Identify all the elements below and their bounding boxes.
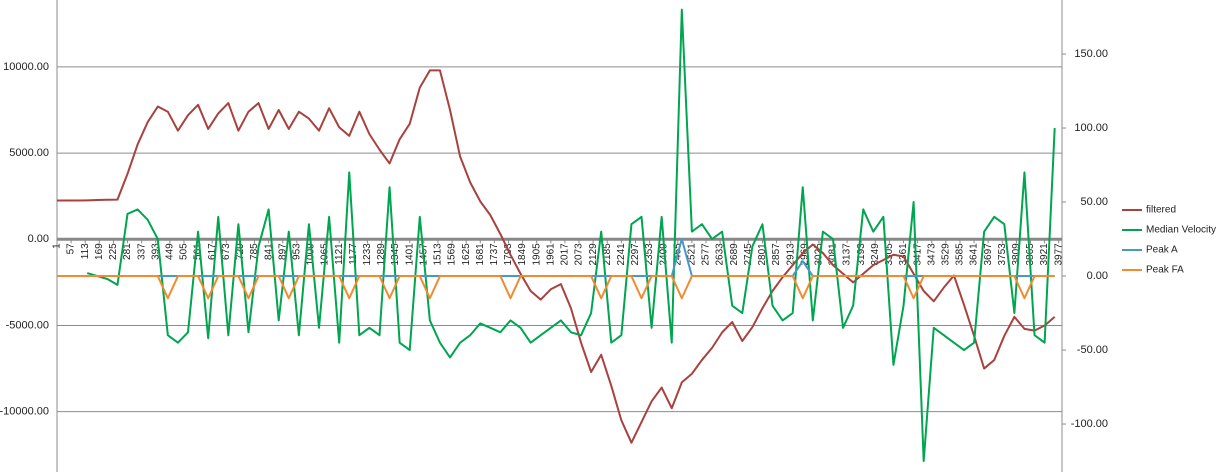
x-tick-label: 3529 [940,243,951,266]
x-tick-label: 3361 [898,243,909,266]
y-tick-label: 0.00 [28,233,49,245]
x-tick-label: 2801 [757,243,768,266]
x-tick-label: 1737 [489,243,500,266]
x-tick-label: 1961 [545,243,556,266]
x-tick-label: 3809 [1011,243,1022,266]
x-tick-label: 113 [80,243,91,259]
x-tick-label: 2857 [771,243,782,266]
x-tick-label: 3193 [856,243,867,266]
x-tick-label: 2073 [574,243,585,266]
y2-tick-label: 150.00 [1074,48,1108,60]
x-tick-label: 617 [207,243,218,260]
x-tick-label: 505 [179,243,190,260]
x-tick-label: 3249 [870,243,881,266]
x-tick-label: 3753 [997,243,1008,266]
x-tick-label: 561 [193,243,204,260]
x-tick-label: 3081 [828,243,839,266]
x-tick-label: 2913 [785,243,796,266]
x-tick-label: 1401 [404,243,415,266]
x-tick-label: 2297 [630,243,641,266]
y-tick-label: -10000.00 [0,406,49,418]
legend-label: Peak A [1146,245,1178,256]
legend-label: filtered [1146,205,1176,216]
legend-label: Median Velocity [1146,225,1216,236]
series-line [86,8,1056,463]
y2-tick-label: 0.00 [1087,270,1108,282]
x-tick-label: 2745 [743,243,754,266]
x-tick-label: 785 [249,243,260,260]
x-tick-label: 2689 [729,243,740,266]
x-tick-label: 2633 [715,243,726,266]
y2-tick-label: 100.00 [1074,122,1108,134]
x-tick-label: 3473 [926,243,937,266]
x-tick-label: 3417 [912,243,923,266]
x-tick-label: 897 [277,243,288,260]
x-tick-label: 2241 [616,243,627,266]
y-tick-label: 5000.00 [9,147,49,159]
x-tick-label: 2185 [602,243,613,266]
x-tick-label: 3697 [983,243,994,266]
x-tick-label: 953 [291,243,302,260]
x-tick-label: 169 [94,243,105,260]
x-tick-label: 1849 [517,243,528,266]
x-tick-label: 3921 [1039,243,1050,266]
x-tick-label: 3137 [842,243,853,266]
x-tick-label: 673 [221,243,232,260]
y2-tick-label: -50.00 [1077,344,1108,356]
x-tick-label: 281 [122,243,133,260]
series-line [57,275,1055,300]
x-tick-label: 1121 [334,243,345,265]
series-line [57,69,1056,444]
y-tick-label: -5000.00 [6,319,49,331]
x-tick-label: 2017 [560,243,571,266]
x-tick-label: 2521 [687,243,698,266]
x-tick-label: 1513 [433,243,444,266]
y2-tick-label: 50.00 [1080,196,1108,208]
x-tick-label: 1681 [475,243,486,266]
legend-label: Peak FA [1146,265,1184,276]
x-tick-label: 3305 [884,243,895,266]
x-tick-label: 225 [108,243,119,260]
x-tick-label: 2577 [701,243,712,266]
x-tick-label: 3977 [1053,243,1064,266]
y2-tick-label: -100.00 [1071,418,1108,430]
x-tick-label: 57 [66,243,77,255]
x-tick-label: 2353 [644,243,655,266]
x-tick-label: 3025 [814,243,825,266]
x-tick-label: 841 [263,243,274,260]
x-tick-label: 449 [165,243,176,260]
x-tick-label: 393 [150,243,161,260]
x-tick-label: 1233 [362,243,373,266]
y-tick-label: 10000.00 [3,61,49,73]
x-tick-label: 1345 [390,243,401,266]
x-tick-label: 2969 [799,243,810,266]
x-tick-label: 1289 [376,243,387,266]
x-tick-label: 1625 [461,243,472,266]
x-tick-label: 2129 [588,243,599,266]
x-tick-label: 3641 [969,243,980,266]
x-tick-label: 3585 [955,243,966,266]
x-tick-label: 1 [52,243,63,249]
x-tick-label: 1905 [531,243,542,266]
x-tick-label: 1569 [447,243,458,266]
x-tick-label: 3865 [1025,243,1036,266]
x-tick-label: 1793 [503,243,514,266]
x-tick-label: 337 [136,243,147,260]
